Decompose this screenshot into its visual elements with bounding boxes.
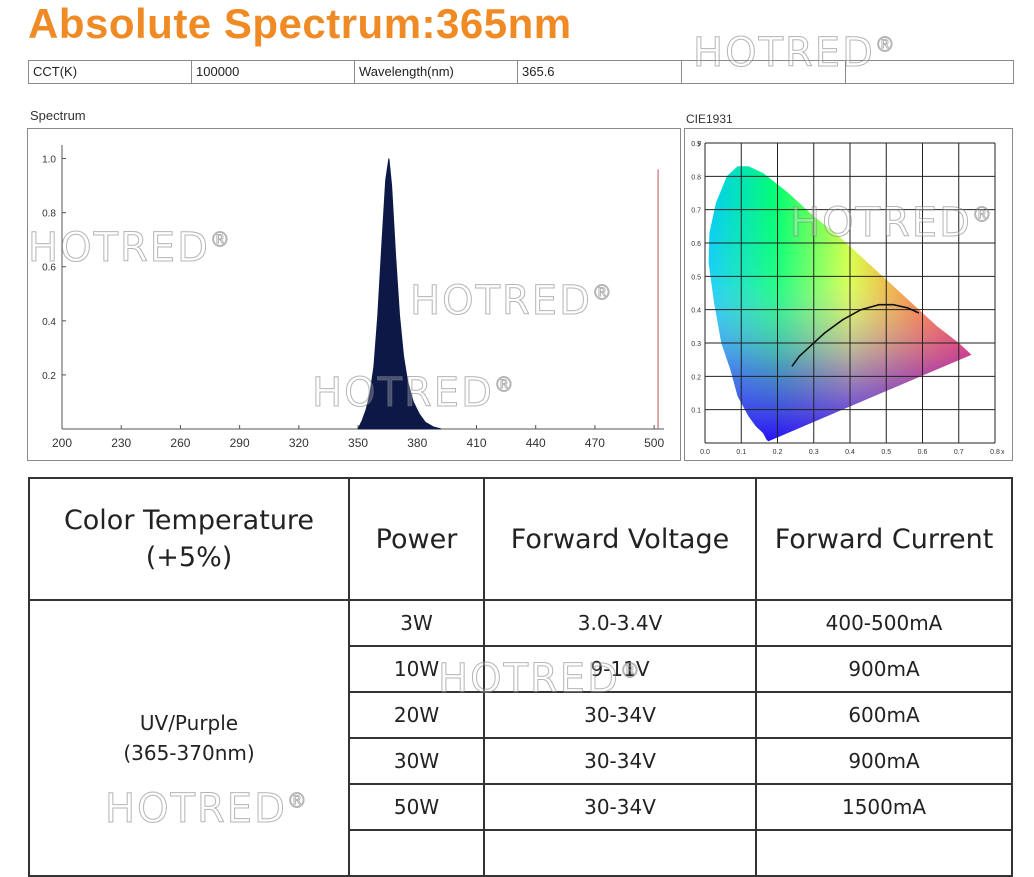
side-label-line2: (365-370nm) (123, 741, 255, 765)
row-empty (755, 829, 1013, 877)
row-current: 400-500mA (755, 599, 1013, 647)
cct-label: CCT(K) (29, 61, 192, 83)
spectrum-panel: 0.2 0.4 0.6 0.8 1.0 200 230 260 290 320 350 380 410 4… (27, 128, 681, 461)
side-label-line1: UV/Purple (139, 711, 239, 735)
y-tick-label: 0.5 (691, 274, 701, 281)
y-tick-label: 0.4 (42, 317, 56, 328)
side-label-cell: UV/Purple (365-370nm) (28, 599, 350, 877)
x-tick-label: 350 (348, 436, 368, 450)
page-title: Absolute Spectrum:365nm (28, 0, 572, 47)
x-tick-label: 380 (407, 436, 427, 450)
row-empty (348, 829, 485, 877)
cie-chart: 0.0 0.1 0.2 0.3 0.4 0.5 0.6 0.7 0.8 0.1 0.2 0.3 0.4 0… (691, 140, 1005, 456)
x-tick-label: 290 (230, 436, 250, 450)
y-tick-label: 0.6 (42, 263, 56, 274)
x-tick-label: 470 (585, 436, 605, 450)
x-tick-label: 440 (526, 436, 546, 450)
row-power: 50W (348, 783, 485, 831)
row-voltage: 30-34V (483, 783, 757, 831)
header-voltage: Forward Voltage (483, 477, 757, 601)
x-tick-label: 0.1 (736, 449, 746, 456)
y-tick-label: 0.2 (42, 371, 56, 382)
x-tick-label: 0.8 (990, 449, 1000, 456)
info-empty-cell-1 (682, 61, 846, 83)
row-empty (483, 829, 757, 877)
row-current: 900mA (755, 737, 1013, 785)
spectrum-peak-area (357, 158, 442, 430)
cie-panel: 0.0 0.1 0.2 0.3 0.4 0.5 0.6 0.7 0.8 0.1 0.2 0.3 0.4 0… (684, 128, 1013, 461)
spectrum-chart: 0.2 0.4 0.6 0.8 1.0 200 230 260 290 320 350 380 410 4… (42, 145, 664, 450)
table-row: UV/Purple (365-370nm) 3W 3.0-3.4V 400-50… (28, 599, 1013, 877)
x-tick-label: 500 (644, 436, 664, 450)
table-row: 50W 30-34V 1500mA (29, 783, 1013, 831)
row-current: 600mA (755, 691, 1013, 739)
y-tick-label: 0.8 (691, 174, 701, 181)
y-tick-label: 0.9 (691, 141, 701, 148)
y-tick-label: 0.4 (691, 308, 701, 315)
y-tick-label: 0.7 (691, 208, 701, 215)
y-tick-label: 0.2 (691, 374, 701, 381)
info-bar: CCT(K) 100000 Wavelength(nm) 365.6 (28, 60, 1014, 84)
header-power: Power (348, 477, 485, 601)
x-tick-label: 320 (289, 436, 309, 450)
row-voltage: 3.0-3.4V (483, 599, 757, 647)
x-tick-label: 0.5 (881, 449, 891, 456)
row-power: 20W (348, 691, 485, 739)
row-voltage: 30-34V (483, 737, 757, 785)
y-tick-label: 0.6 (691, 241, 701, 248)
x-tick-label: 0.4 (845, 449, 855, 456)
y-tick-label: 0.1 (691, 408, 701, 415)
row-current: 900mA (755, 645, 1013, 693)
planckian-locus (791, 303, 920, 367)
header-color-temp-sub: (+5%) (145, 542, 233, 573)
cct-value: 100000 (192, 61, 355, 83)
y-tick-label: 0.8 (42, 209, 56, 220)
y-tick-label: 1.0 (42, 155, 56, 166)
row-power: 10W (348, 645, 485, 693)
row-voltage: 30-34V (483, 691, 757, 739)
header-color-temp: Color Temperature (+5%) (28, 477, 350, 601)
table-row: 10W 9-11V 900mA (29, 645, 1013, 693)
x-axis-label: x (1001, 449, 1005, 456)
y-tick-label: 0.3 (691, 341, 701, 348)
x-tick-label: 0.2 (773, 449, 783, 456)
y-axis-label: y (698, 140, 702, 147)
x-tick-label: 0.3 (809, 449, 819, 456)
info-empty-cell-2 (846, 61, 1013, 83)
row-power: 30W (348, 737, 485, 785)
x-tick-label: 200 (52, 436, 72, 450)
x-tick-label: 260 (170, 436, 190, 450)
x-tick-label: 0.0 (700, 449, 710, 456)
spec-table: Color Temperature (+5%) Power Forward Vo… (28, 477, 1013, 877)
row-power: 3W (348, 599, 485, 647)
spectrum-label: Spectrum (30, 108, 86, 123)
x-tick-label: 230 (111, 436, 131, 450)
header-current: Forward Current (755, 477, 1013, 601)
x-tick-label: 0.7 (954, 449, 964, 456)
x-tick-label: 0.6 (918, 449, 928, 456)
table-header-row: Color Temperature (+5%) Power Forward Vo… (28, 477, 1013, 601)
cie-label: CIE1931 (686, 112, 733, 126)
row-voltage: 9-11V (483, 645, 757, 693)
row-current: 1500mA (755, 783, 1013, 831)
wavelength-value: 365.6 (518, 61, 682, 83)
wavelength-label: Wavelength(nm) (355, 61, 518, 83)
x-tick-label: 410 (466, 436, 486, 450)
table-row: 20W 30-34V 600mA (29, 691, 1013, 739)
table-row: 30W 30-34V 900mA (29, 737, 1013, 785)
header-color-temp-text: Color Temperature (63, 505, 315, 536)
